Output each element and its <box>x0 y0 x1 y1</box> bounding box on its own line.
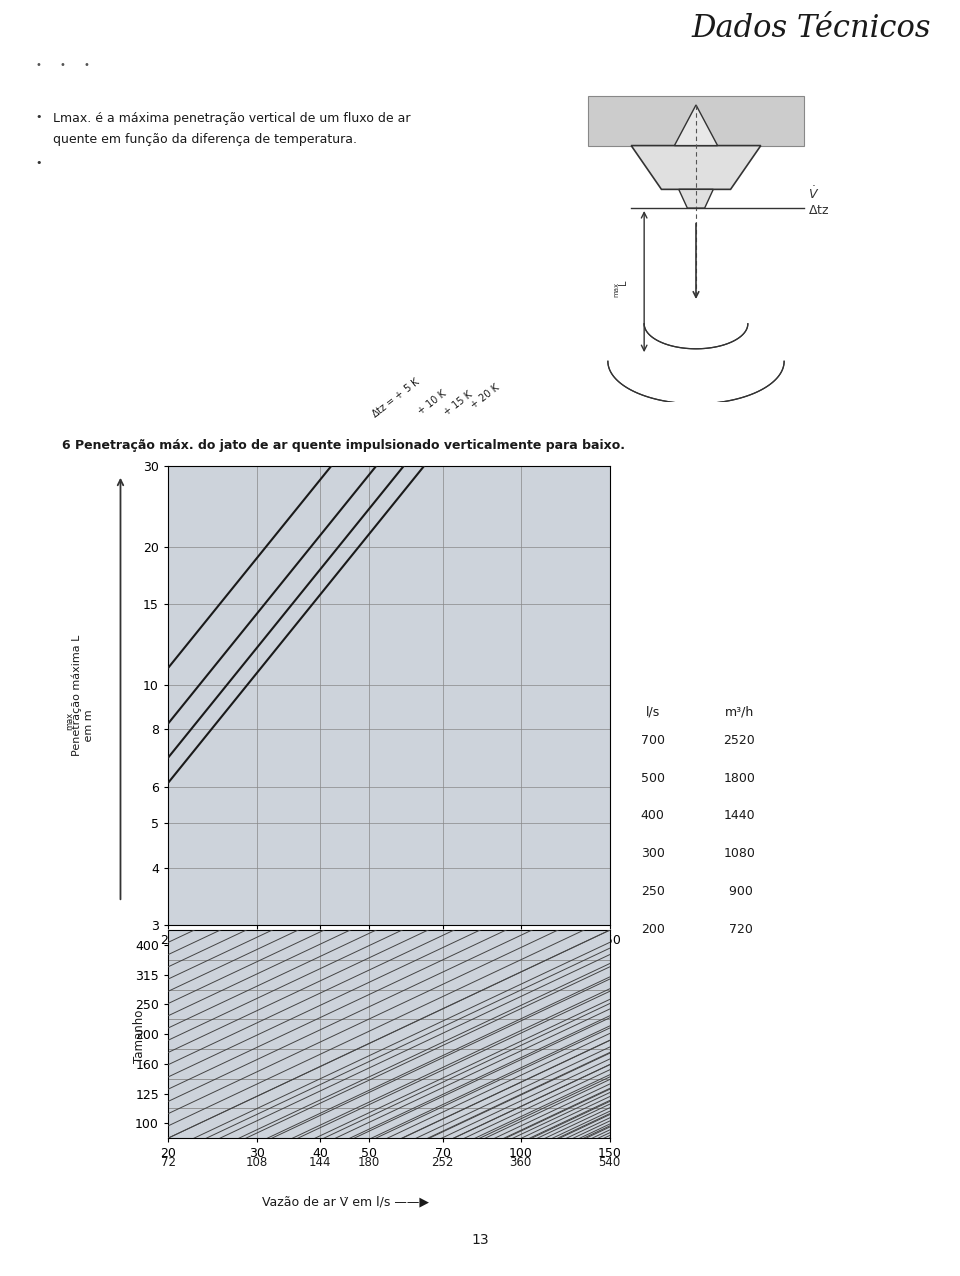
Text: 250: 250 <box>641 886 664 898</box>
Text: Dados Técnicos: Dados Técnicos <box>692 13 931 43</box>
Text: + 20 K: + 20 K <box>469 382 501 411</box>
Polygon shape <box>632 145 760 189</box>
Text: 6 Penetração máx. do jato de ar quente impulsionado verticalmente para baixo.: 6 Penetração máx. do jato de ar quente i… <box>62 439 625 452</box>
Bar <box>588 96 804 145</box>
Text: 1080: 1080 <box>723 847 756 860</box>
Text: 72: 72 <box>160 1156 176 1169</box>
Text: 252: 252 <box>431 1156 454 1169</box>
Text: 360: 360 <box>510 1156 532 1169</box>
Text: max: max <box>613 282 619 296</box>
Polygon shape <box>679 189 713 208</box>
Text: •: • <box>36 158 41 168</box>
Text: em m: em m <box>84 709 94 745</box>
Text: $\Delta$tz = + 5 K: $\Delta$tz = + 5 K <box>369 374 422 420</box>
Text: 1800: 1800 <box>723 772 756 785</box>
Text: max: max <box>65 712 75 730</box>
Text: 200: 200 <box>641 923 664 935</box>
Text: 540: 540 <box>598 1156 621 1169</box>
Text: l/s: l/s <box>646 706 660 718</box>
Text: L: L <box>617 279 628 285</box>
Text: $\dot{V}$: $\dot{V}$ <box>808 185 820 202</box>
Text: •: • <box>36 60 41 70</box>
Text: 13: 13 <box>471 1234 489 1247</box>
Text: m³/h: m³/h <box>725 706 754 718</box>
Text: + 10 K: + 10 K <box>416 389 448 417</box>
Text: 2520: 2520 <box>723 734 756 746</box>
Text: 400: 400 <box>641 809 664 822</box>
Text: quente em função da diferença de temperatura.: quente em função da diferença de tempera… <box>53 133 357 145</box>
Text: 108: 108 <box>246 1156 268 1169</box>
Text: •: • <box>60 60 65 70</box>
Text: $\Delta$tz: $\Delta$tz <box>808 204 829 217</box>
Text: 180: 180 <box>358 1156 380 1169</box>
Text: Vazão de ar V̇ em l/s ——▶: Vazão de ar V̇ em l/s ——▶ <box>262 1196 429 1208</box>
Text: 1440: 1440 <box>724 809 755 822</box>
Text: •: • <box>36 112 41 122</box>
Text: 144: 144 <box>309 1156 331 1169</box>
Text: 720: 720 <box>725 923 754 935</box>
Text: 900: 900 <box>725 886 754 898</box>
Polygon shape <box>674 105 718 145</box>
Text: 700: 700 <box>641 734 665 746</box>
Text: Lmax. é a máxima penetração vertical de um fluxo de ar: Lmax. é a máxima penetração vertical de … <box>53 112 410 125</box>
Text: Penetração máxima L: Penetração máxima L <box>72 634 82 757</box>
Text: 500: 500 <box>641 772 665 785</box>
Text: + 15 K: + 15 K <box>443 389 475 419</box>
Text: 300: 300 <box>641 847 664 860</box>
Text: •: • <box>84 60 89 70</box>
Text: Tamanho: Tamanho <box>132 1009 146 1063</box>
